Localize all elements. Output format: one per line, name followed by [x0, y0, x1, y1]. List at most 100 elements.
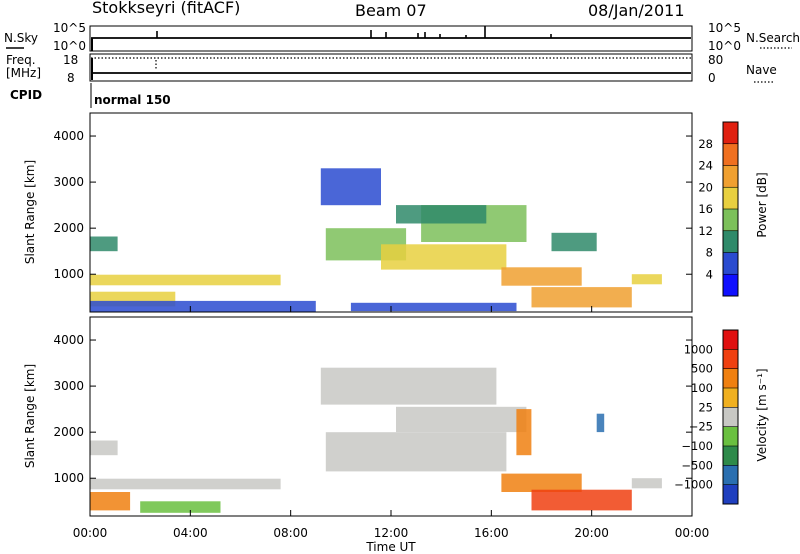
colorbar-tick-label: −1000 — [674, 478, 713, 492]
colorbar-tick-label: 4 — [706, 267, 713, 281]
colorbar-swatch — [723, 165, 738, 188]
station-title: Stokkseyri (fitACF) — [92, 0, 240, 17]
x-tick-label: 16:00 — [474, 526, 509, 540]
colorbar-tick-label: 25 — [698, 400, 713, 414]
power-region — [90, 236, 118, 252]
x-tick-label: 20:00 — [574, 526, 609, 540]
colorbar-swatch — [723, 187, 738, 210]
colorbar-tick-label: 500 — [691, 362, 713, 376]
colorbar-swatch — [723, 426, 738, 447]
colorbar-swatch — [723, 407, 738, 428]
freq-panel: Freq. [MHz] 18 8 80 0 Nave CPID normal 1… — [6, 53, 777, 108]
nsearch-tick-top: 10^5 — [708, 21, 741, 35]
x-tick-label: 00:00 — [675, 526, 710, 540]
velocity-panel: 1000 2000 3000 4000 Slant Range [km] 1000 50… — [23, 316, 769, 517]
velocity-region — [90, 492, 131, 511]
colorbar-tick-label: 28 — [698, 137, 713, 151]
freq-tick-top: 18 — [63, 53, 78, 67]
velocity-region — [631, 478, 662, 489]
colorbar-swatch — [723, 143, 738, 166]
colorbar-tick-label: 8 — [706, 246, 713, 260]
power-region — [551, 232, 597, 252]
nsky-panel: N.Sky 10^5 10^0 10^5 10^0 N.Search — [4, 21, 800, 53]
power-region — [531, 287, 632, 308]
power-y-label: Slant Range [km] — [23, 160, 37, 264]
velocity-region — [325, 432, 507, 472]
power-region — [501, 267, 582, 286]
nsky-label: N.Sky — [4, 31, 38, 45]
velocity-region — [90, 478, 281, 490]
y-tick-label: 1000 — [53, 471, 84, 485]
velocity-region — [596, 413, 605, 433]
freq-label: Freq. — [6, 53, 36, 67]
colorbar-tick-label: 24 — [698, 159, 713, 173]
y-tick-label: 2000 — [53, 221, 84, 235]
nsky-tick-bottom: 10^0 — [53, 39, 86, 53]
y-tick-label: 3000 — [53, 379, 84, 393]
colorbar-swatch — [723, 388, 738, 408]
x-axis-label: Time UT — [365, 540, 416, 554]
colorbar-swatch — [723, 465, 738, 486]
beam-title: Beam 07 — [355, 1, 427, 20]
power-region — [320, 168, 381, 206]
power-region — [90, 274, 281, 286]
power-y-axis: 1000 2000 3000 4000 — [53, 129, 692, 281]
y-tick-label: 4000 — [53, 129, 84, 143]
cpid-value: normal 150 — [94, 93, 171, 107]
x-tick-label: 12:00 — [374, 526, 409, 540]
colorbar-swatch — [723, 252, 738, 275]
power-region — [350, 302, 517, 312]
nsky-spikes — [156, 26, 552, 38]
cpid-label: CPID — [10, 88, 42, 102]
velocity-y-axis: 1000 2000 3000 4000 — [53, 333, 692, 485]
colorbar-swatch — [723, 484, 738, 505]
velocity-region — [90, 440, 118, 456]
colorbar-tick-label: 100 — [691, 381, 713, 395]
power-region — [631, 274, 662, 285]
power-data — [90, 168, 662, 312]
power-colorbar-label: Power [dB] — [755, 172, 769, 237]
nave-tick-bottom: 0 — [708, 71, 716, 85]
power-region — [396, 205, 487, 224]
colorbar-tick-label: 20 — [698, 180, 713, 194]
velocity-data — [90, 367, 662, 513]
power-panel: 1000 2000 3000 4000 Slant Range [km] 28 24 20… — [23, 112, 769, 313]
velocity-region — [531, 489, 632, 511]
velocity-region — [320, 367, 497, 405]
velocity-colorbar-label: Velocity [m s⁻¹] — [755, 368, 769, 461]
colorbar-tick-label: −25 — [689, 420, 713, 434]
colorbar-swatch — [723, 230, 738, 253]
power-colorbar: 28 24 20 16 12 8 4 — [698, 121, 739, 297]
colorbar-tick-label: −500 — [681, 458, 713, 472]
colorbar-tick-label: 1000 — [684, 342, 713, 356]
colorbar-swatch — [723, 274, 738, 297]
colorbar-tick-label: 16 — [698, 202, 713, 216]
time-x-axis: 00:00 04:00 08:00 12:00 16:00 20:00 00:00 — [73, 306, 710, 540]
nave-label: Nave — [746, 63, 777, 77]
power-region — [90, 300, 316, 312]
colorbar-tick-label: −100 — [681, 439, 713, 453]
nsearch-tick-bottom: 10^0 — [708, 39, 741, 53]
velocity-region — [140, 501, 221, 513]
colorbar-swatch — [723, 122, 738, 145]
freq-tick-bottom: 8 — [67, 71, 75, 85]
colorbar-swatch — [723, 349, 738, 370]
y-tick-label: 1000 — [53, 267, 84, 281]
velocity-y-label: Slant Range [km] — [23, 364, 37, 468]
x-tick-label: 04:00 — [173, 526, 208, 540]
velocity-region — [396, 406, 527, 433]
nsky-tick-top: 10^5 — [53, 21, 86, 35]
y-tick-label: 3000 — [53, 175, 84, 189]
colorbar-swatch — [723, 209, 738, 232]
colorbar-tick-label: 12 — [698, 224, 713, 238]
power-region — [381, 244, 507, 270]
nave-tick-top: 80 — [708, 53, 723, 67]
freq-unit: [MHz] — [6, 66, 41, 80]
colorbar-swatch — [723, 446, 738, 466]
colorbar-swatch — [723, 368, 738, 389]
velocity-colorbar: 1000 500 100 25 −25 −100 −500 −1000 — [674, 329, 739, 505]
x-tick-label: 00:00 — [73, 526, 108, 540]
nsearch-label: N.Search — [746, 31, 800, 45]
date-title: 08/Jan/2011 — [588, 1, 685, 20]
